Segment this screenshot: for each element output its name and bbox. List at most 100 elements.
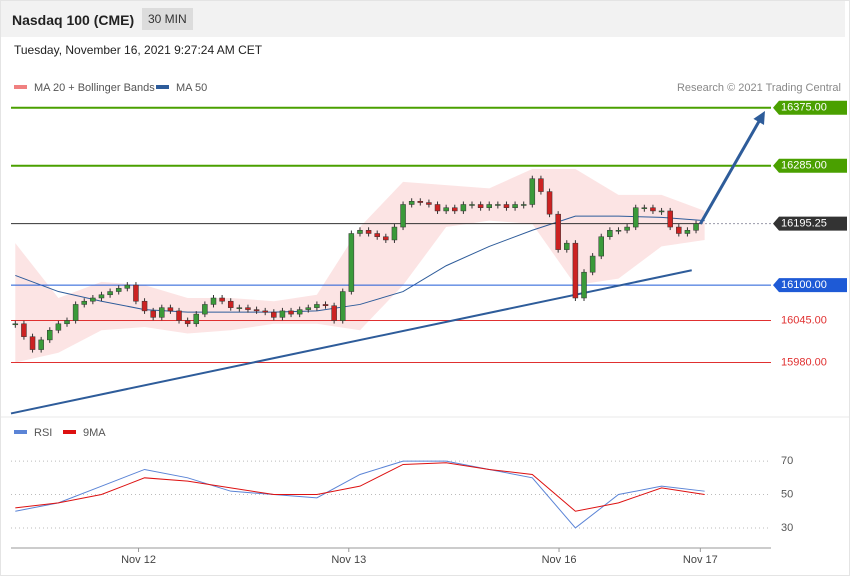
legend-label: MA 20 + Bollinger Bands xyxy=(34,82,155,94)
level-label: 16100.00 xyxy=(781,279,827,291)
candle xyxy=(262,310,268,313)
candle xyxy=(477,204,484,208)
interval-button[interactable]: 30 MIN xyxy=(142,8,193,30)
candle xyxy=(279,310,286,318)
candle xyxy=(219,297,225,302)
timestamp: Tuesday, November 16, 2021 9:27:24 AM CE… xyxy=(14,43,263,57)
candle xyxy=(64,320,70,325)
candle xyxy=(38,339,44,350)
level-label: 16195.25 xyxy=(781,218,827,230)
candle xyxy=(81,300,87,305)
candle xyxy=(72,304,79,321)
forecast-arrow xyxy=(699,117,763,225)
legend-label: RSI xyxy=(34,427,52,439)
candle xyxy=(98,294,105,299)
title: Nasdaq 100 (CME) xyxy=(12,12,135,28)
candle xyxy=(357,230,363,234)
candle xyxy=(90,297,96,302)
candle xyxy=(684,230,691,234)
candle xyxy=(615,230,622,232)
x-tick-label: Nov 13 xyxy=(331,554,366,566)
candle xyxy=(12,323,19,326)
candle xyxy=(520,204,527,206)
candle xyxy=(115,288,122,292)
bollinger-band xyxy=(15,169,705,363)
level-tag xyxy=(773,216,847,231)
legend-label: MA 50 xyxy=(176,82,207,94)
candle xyxy=(676,226,682,234)
candle xyxy=(21,323,27,337)
legend-swatch xyxy=(14,430,27,434)
level-tag xyxy=(773,100,847,115)
credit: Research © 2021 Trading Central xyxy=(677,82,841,94)
candle xyxy=(227,300,234,308)
candle xyxy=(460,204,467,212)
candle xyxy=(124,284,131,289)
legend-swatch xyxy=(63,430,76,434)
rsi-line xyxy=(15,462,705,512)
candle xyxy=(47,329,53,341)
candle xyxy=(503,204,510,208)
candle xyxy=(374,233,380,237)
arrow-head xyxy=(753,110,765,125)
candle xyxy=(624,226,630,231)
candle xyxy=(314,304,320,308)
y-tick-label: 70 xyxy=(781,455,793,467)
candle xyxy=(417,201,424,203)
candle xyxy=(408,201,415,205)
ma50-line xyxy=(15,215,705,313)
candle xyxy=(339,291,346,321)
candle xyxy=(538,178,544,192)
candle xyxy=(400,204,406,228)
candle xyxy=(331,305,337,321)
candle xyxy=(469,204,475,206)
candle xyxy=(322,304,329,306)
candle xyxy=(572,242,579,299)
candle xyxy=(253,309,260,312)
candle xyxy=(589,255,596,273)
candle xyxy=(150,310,156,318)
candle xyxy=(184,320,191,325)
level-label: 16375.00 xyxy=(781,102,827,114)
candle xyxy=(288,310,294,315)
candle xyxy=(426,202,432,205)
candle xyxy=(632,207,639,228)
candle xyxy=(658,210,665,213)
candle xyxy=(133,284,139,302)
level-tag xyxy=(773,158,847,173)
candle xyxy=(667,210,673,228)
level-label: 15980.00 xyxy=(781,356,827,368)
candle xyxy=(434,204,441,212)
level-tag xyxy=(773,278,847,293)
candle xyxy=(29,336,36,350)
candle xyxy=(383,236,389,241)
candle xyxy=(391,226,398,241)
rsi-line xyxy=(15,460,705,529)
legend-swatch xyxy=(14,85,27,89)
candle xyxy=(348,233,355,292)
candle xyxy=(55,323,62,331)
candle xyxy=(443,207,449,212)
trendline xyxy=(10,269,692,415)
candle xyxy=(486,204,492,208)
candle xyxy=(236,307,243,309)
level-label: 16285.00 xyxy=(781,160,827,172)
candle xyxy=(176,310,182,321)
candle xyxy=(546,191,553,215)
candle xyxy=(210,297,217,305)
legend-label: 9MA xyxy=(83,427,106,439)
candle xyxy=(598,236,604,257)
candle xyxy=(650,207,656,212)
header-bar: Nasdaq 100 (CME) 30 MIN xyxy=(1,1,845,37)
x-tick-label: Nov 16 xyxy=(542,554,577,566)
candle xyxy=(512,204,518,208)
candle xyxy=(529,178,536,205)
candle xyxy=(607,230,613,237)
y-tick-label: 30 xyxy=(781,522,793,534)
candle xyxy=(107,291,113,296)
candle xyxy=(581,271,587,299)
candle xyxy=(296,309,303,315)
candle xyxy=(564,242,570,250)
candle xyxy=(245,307,251,310)
